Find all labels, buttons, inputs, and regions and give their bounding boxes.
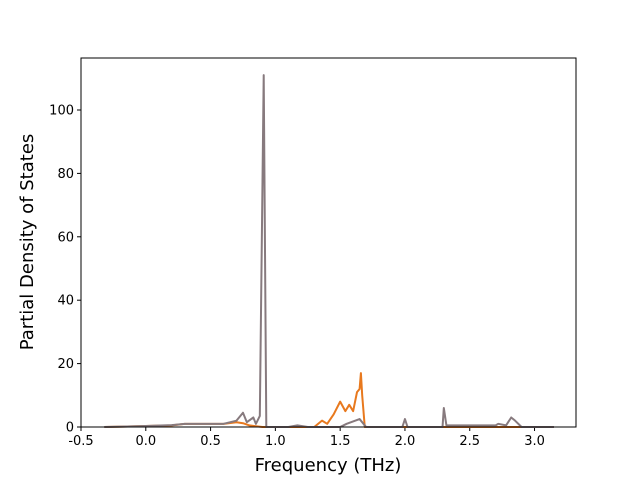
x-tick-label: 0.5 <box>200 434 221 449</box>
x-tick-label: 0.0 <box>135 434 156 449</box>
y-tick-label: 0 <box>66 421 74 436</box>
x-tick-label: 2.0 <box>395 434 416 449</box>
x-tick-label: 1.0 <box>265 434 286 449</box>
y-tick-label: 20 <box>57 357 74 372</box>
y-tick-label: 80 <box>57 167 74 182</box>
line-series <box>104 372 554 428</box>
y-axis-label: Partial Density of States <box>17 134 38 351</box>
y-tick-label: 60 <box>57 230 74 245</box>
plot-frame <box>80 57 577 428</box>
x-tick-label: 1.5 <box>330 434 351 449</box>
y-tick-label: 100 <box>49 103 74 118</box>
line-series <box>104 74 554 428</box>
y-tick-label: 40 <box>57 294 74 309</box>
x-tick-label: 2.5 <box>459 434 480 449</box>
x-tick-label: 3.0 <box>524 434 545 449</box>
x-axis-label: Frequency (THz) <box>255 455 402 476</box>
x-tick-label: -0.5 <box>68 434 93 449</box>
